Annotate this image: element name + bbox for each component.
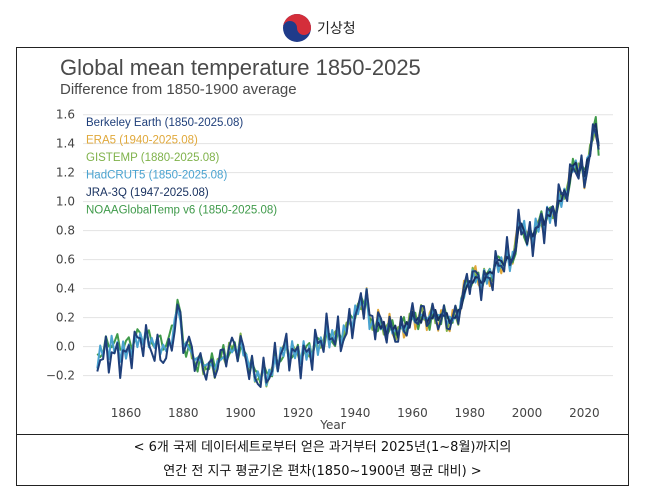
y-tick-label: 0.2 xyxy=(56,311,75,325)
x-tick-label: 1980 xyxy=(454,406,485,420)
y-tick-label: 0.4 xyxy=(56,282,75,296)
legend-entry: HadCRUT5 (1850-2025.08) xyxy=(86,170,227,182)
y-tick-label: 0.0 xyxy=(56,340,75,354)
y-tick-label: −0.2 xyxy=(46,369,75,383)
kma-emblem-icon xyxy=(283,14,311,42)
brand-name: 기상청 xyxy=(317,21,356,37)
chart-subtitle: Difference from 1850-1900 average xyxy=(60,81,297,98)
caption-divider xyxy=(17,434,628,435)
y-tick-label: 1.0 xyxy=(56,195,75,209)
x-tick-label: 1900 xyxy=(225,406,256,420)
y-axis: −0.2 0.0 0.2 0.4 0.6 0.8 1.0 1.2 1.4 1.6 xyxy=(46,108,75,383)
legend-entry: GISTEMP (1880-2025.08) xyxy=(86,152,220,164)
kma-logo: 기상청 xyxy=(281,12,381,46)
y-tick-label: 1.4 xyxy=(56,137,75,151)
caption-line-1: < 6개 국제 데이터세트로부터 얻은 과거부터 2025년(1~8월)까지의 xyxy=(133,440,512,455)
y-tick-label: 1.6 xyxy=(56,108,75,122)
x-tick-label: 2000 xyxy=(512,406,543,420)
legend-entry: JRA-3Q (1947-2025.08) xyxy=(86,187,209,199)
legend-entry: ERA5 (1940-2025.08) xyxy=(86,135,198,147)
x-axis-label: Year xyxy=(319,418,345,432)
temperature-chart: Global mean temperature 1850-2025 Differ… xyxy=(17,48,628,434)
x-tick-label: 1880 xyxy=(168,406,199,420)
chart-title: Global mean temperature 1850-2025 xyxy=(60,55,421,80)
series-line-1 xyxy=(96,123,600,388)
figure-caption: < 6개 국제 데이터세트로부터 얻은 과거부터 2025년(1~8월)까지의 … xyxy=(17,434,628,484)
caption-line-2: 연간 전 지구 평균기온 편차(1850~1900년 평균 대비) > xyxy=(163,464,482,479)
x-axis: 1860 1880 1900 1920 1940 1960 1980 2000 2020 xyxy=(111,406,600,420)
series-lines xyxy=(96,116,600,388)
legend-entry: Berkeley Earth (1850-2025.08) xyxy=(86,117,243,129)
x-tick-label: 1860 xyxy=(111,406,142,420)
figure-frame xyxy=(16,47,629,486)
y-tick-label: 0.8 xyxy=(56,224,75,238)
x-tick-label: 1960 xyxy=(397,406,428,420)
legend: Berkeley Earth (1850-2025.08) ERA5 (1940-… xyxy=(86,117,277,217)
x-tick-label: 1940 xyxy=(340,406,371,420)
y-tick-label: 1.2 xyxy=(56,166,75,180)
x-tick-label: 2020 xyxy=(569,406,600,420)
x-tick-label: 1920 xyxy=(283,406,314,420)
legend-entry: NOAAGlobalTemp v6 (1850-2025.08) xyxy=(86,205,277,217)
y-tick-label: 0.6 xyxy=(56,253,75,267)
series-line-5 xyxy=(374,122,600,339)
